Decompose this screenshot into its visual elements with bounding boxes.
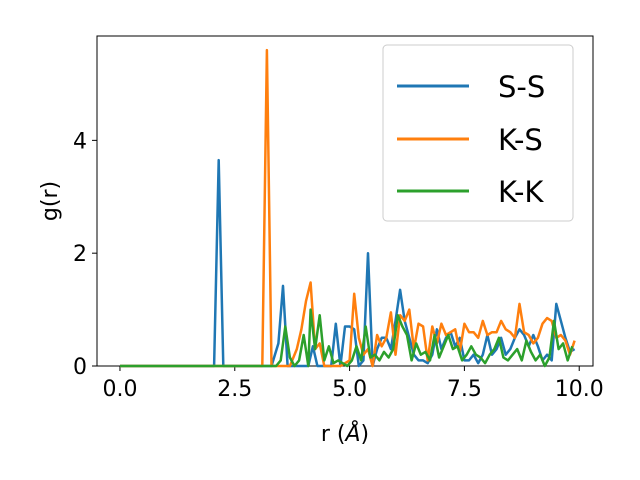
y-axis: 0 2 4 (73, 129, 97, 380)
x-tick-label: 10.0 (555, 377, 604, 402)
legend-box (382, 44, 574, 222)
legend-label: K-S (498, 123, 543, 157)
y-tick-label: 0 (73, 355, 87, 380)
legend-label: S-S (498, 70, 545, 104)
x-tick-label: 0.0 (102, 377, 137, 402)
series-line-s-s (120, 158, 576, 368)
x-tick-label: 7.5 (447, 377, 482, 402)
legend-label: K-K (498, 175, 544, 209)
x-tick-label: 2.5 (217, 377, 252, 402)
x-axis: 0.0 2.5 5.0 7.5 10.0 (102, 366, 604, 402)
x-tick-label: 5.0 (332, 377, 367, 402)
y-axis-label: g(r) (38, 181, 63, 221)
series-line-k-k (120, 308, 574, 368)
series-line-k-s (120, 48, 576, 368)
series-lines (120, 48, 576, 368)
legend: S-S K-S K-K (382, 44, 574, 222)
y-tick-label: 4 (73, 129, 87, 154)
x-axis-label: r (Å) (321, 420, 369, 447)
y-tick-label: 2 (73, 242, 87, 267)
